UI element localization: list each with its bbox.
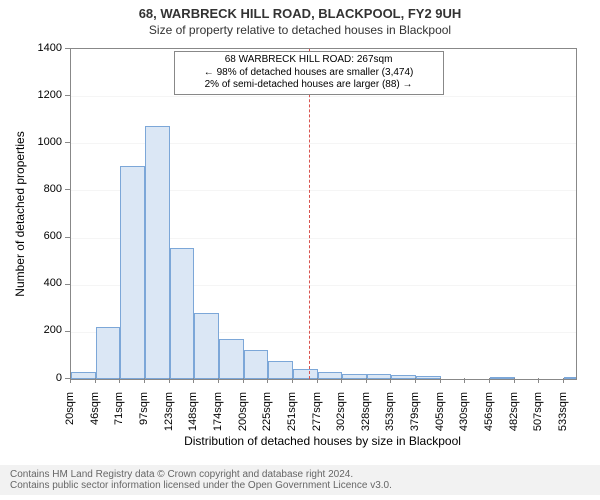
histogram-bar (293, 369, 318, 379)
y-tick-mark (65, 237, 70, 238)
x-tick: 379sqm (409, 392, 421, 442)
x-tick-mark (267, 378, 268, 383)
histogram-bar (490, 377, 515, 379)
x-tick-mark (70, 378, 71, 383)
x-tick-mark (538, 378, 539, 383)
x-tick: 328sqm (360, 392, 372, 442)
annotation-line: ← 98% of detached houses are smaller (3,… (179, 67, 439, 80)
y-tick-mark (65, 331, 70, 332)
x-tick: 456sqm (483, 392, 495, 442)
plot-area: 68 WARBRECK HILL ROAD: 267sqm← 98% of de… (70, 48, 577, 380)
grid-line (71, 96, 576, 97)
x-tick-mark (489, 378, 490, 383)
x-tick: 97sqm (138, 392, 150, 442)
histogram-bar (219, 339, 244, 379)
y-tick: 800 (22, 183, 62, 195)
histogram-bar (416, 376, 441, 379)
y-tick: 600 (22, 230, 62, 242)
footer-line2: Contains public sector information licen… (10, 480, 590, 491)
x-tick-mark (341, 378, 342, 383)
histogram-bar (268, 361, 293, 379)
x-tick-mark (563, 378, 564, 383)
x-tick-mark (317, 378, 318, 383)
x-tick: 430sqm (458, 392, 470, 442)
histogram-bar (170, 248, 194, 379)
x-tick: 174sqm (212, 392, 224, 442)
histogram-bar (194, 313, 219, 379)
annotation-line: 2% of semi-detached houses are larger (8… (179, 79, 439, 92)
x-tick: 277sqm (311, 392, 323, 442)
x-tick: 482sqm (508, 392, 520, 442)
x-tick: 405sqm (434, 392, 446, 442)
x-tick: 353sqm (384, 392, 396, 442)
annotation-box: 68 WARBRECK HILL ROAD: 267sqm← 98% of de… (174, 51, 444, 95)
histogram-bar (342, 374, 367, 379)
title-line2: Size of property relative to detached ho… (0, 21, 600, 37)
histogram-bar (145, 126, 170, 379)
x-tick-mark (119, 378, 120, 383)
footer-line1: Contains HM Land Registry data © Crown c… (10, 469, 590, 480)
annotation-line: 68 WARBRECK HILL ROAD: 267sqm (179, 54, 439, 67)
histogram-bar (391, 375, 416, 379)
histogram-bar (244, 350, 268, 379)
x-tick: 148sqm (187, 392, 199, 442)
x-tick-mark (514, 378, 515, 383)
x-tick-mark (390, 378, 391, 383)
y-tick-mark (65, 95, 70, 96)
y-tick: 400 (22, 277, 62, 289)
title-line1: 68, WARBRECK HILL ROAD, BLACKPOOL, FY2 9… (0, 0, 600, 21)
histogram-bar (564, 377, 576, 379)
x-tick-mark (144, 378, 145, 383)
x-tick: 251sqm (286, 392, 298, 442)
x-tick: 225sqm (261, 392, 273, 442)
x-tick-mark (415, 378, 416, 383)
histogram-bar (367, 374, 391, 379)
y-tick-mark (65, 48, 70, 49)
x-tick: 46sqm (89, 392, 101, 442)
x-tick-mark (243, 378, 244, 383)
histogram-bar (71, 372, 96, 379)
x-tick: 533sqm (557, 392, 569, 442)
x-tick: 20sqm (64, 392, 76, 442)
y-tick: 1000 (22, 136, 62, 148)
y-tick-mark (65, 284, 70, 285)
x-tick: 71sqm (113, 392, 125, 442)
x-tick: 507sqm (532, 392, 544, 442)
histogram-bar (96, 327, 120, 379)
x-tick-mark (440, 378, 441, 383)
x-tick: 200sqm (237, 392, 249, 442)
reference-line (309, 49, 310, 379)
x-tick-mark (292, 378, 293, 383)
x-tick: 302sqm (335, 392, 347, 442)
x-tick: 123sqm (163, 392, 175, 442)
histogram-bar (120, 166, 145, 379)
x-tick-mark (366, 378, 367, 383)
y-tick: 200 (22, 324, 62, 336)
y-tick: 1400 (22, 42, 62, 54)
y-tick-mark (65, 142, 70, 143)
x-tick-mark (193, 378, 194, 383)
histogram-bar (318, 372, 342, 379)
x-tick-mark (95, 378, 96, 383)
x-tick-mark (464, 378, 465, 383)
y-tick-mark (65, 189, 70, 190)
x-tick-mark (169, 378, 170, 383)
footer: Contains HM Land Registry data © Crown c… (0, 465, 600, 495)
y-tick: 0 (22, 372, 62, 384)
x-tick-mark (218, 378, 219, 383)
chart-container: 68, WARBRECK HILL ROAD, BLACKPOOL, FY2 9… (0, 0, 600, 500)
y-tick: 1200 (22, 89, 62, 101)
